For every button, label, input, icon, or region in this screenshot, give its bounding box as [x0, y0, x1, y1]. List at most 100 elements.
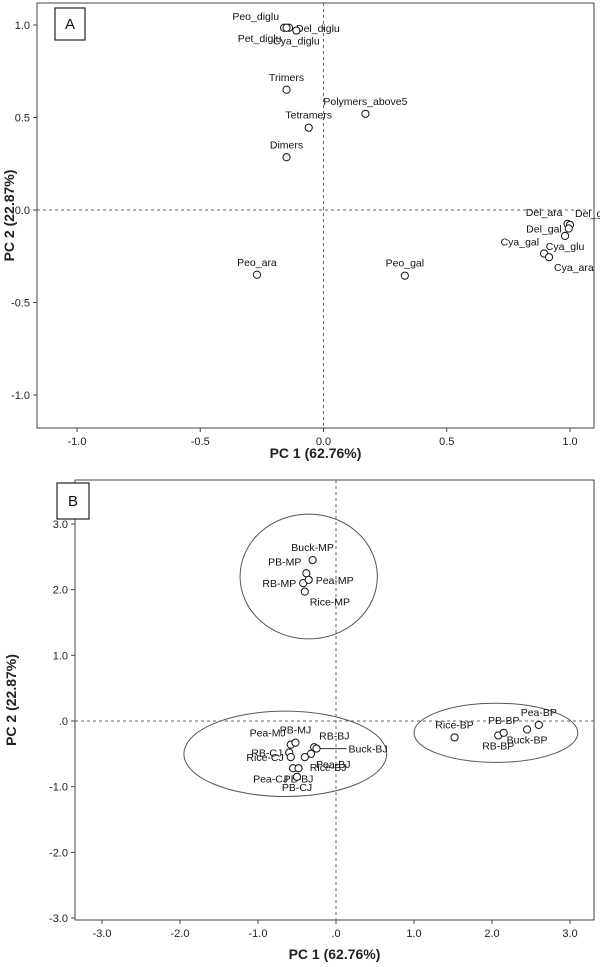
x-tick-label: -0.5 — [191, 436, 210, 448]
cluster-ellipse-bp — [413, 702, 579, 763]
y-axis-title: PC 2 (22.87%) — [1, 170, 17, 262]
point-peo-ara — [252, 270, 262, 279]
point-label-tetramers: Tetramers — [285, 110, 332, 122]
point-rice-bp — [450, 733, 459, 742]
point-label-rice-mp: Rice-MP — [310, 597, 350, 609]
point-label-pea-bj: Pea-BJ — [316, 759, 350, 771]
point-label-del-gal: Del_gal — [526, 224, 562, 236]
point-label-cya-gal: Cya_gal — [501, 236, 540, 248]
y-tick-label: 2.0 — [53, 585, 68, 597]
x-tick-label: 1.0 — [406, 928, 421, 940]
point-cya-ara — [544, 253, 554, 262]
point-pet-diglu — [282, 23, 291, 32]
point-label-rice-bj: Rice-BJ — [310, 762, 347, 774]
point-label-rice-bp: Rice-BP — [435, 719, 474, 731]
point-label-pb-bp: PB-BP — [488, 715, 520, 727]
point-label-pb-mj: PB-MJ — [280, 725, 312, 737]
x-tick-label: -2.0 — [171, 928, 190, 940]
point-label-del-diglu: Del_diglu — [296, 23, 340, 35]
point-label-peo-ara: Peo_ara — [237, 257, 277, 269]
panel-letter: A — [65, 16, 75, 33]
cluster-ellipse-mp — [239, 513, 378, 640]
y-tick-label: 1.0 — [15, 20, 30, 32]
y-axis-title: PC 2 (22.87%) — [3, 654, 19, 746]
point-peo-gal — [400, 271, 409, 280]
point-label-buck-bp: Buck-BP — [507, 735, 548, 747]
point-tetramers — [304, 123, 313, 132]
point-rice-bj — [300, 753, 309, 762]
point-label-cya-ara: Cya_ara — [554, 262, 594, 274]
point-label-peo-diglu: Peo_diglu — [232, 11, 279, 23]
panel-letter-box — [56, 482, 90, 520]
point-pb-bp — [499, 728, 508, 737]
point-pb-bj — [294, 764, 303, 773]
point-label-pea-bp: Pea-BP — [521, 707, 557, 719]
point-polymers-above5 — [361, 109, 370, 118]
point-label-dimers: Dimers — [270, 139, 303, 151]
point-label-del-glu: Del_glu — [575, 208, 600, 220]
point-trimers — [282, 85, 291, 94]
point-buck-mp — [308, 556, 317, 565]
y-tick-label: .0 — [59, 716, 68, 728]
point-buck-bp — [523, 725, 532, 734]
point-del-gal — [564, 224, 573, 233]
x-tick-label: -1.0 — [249, 928, 268, 940]
y-tick-label: 1.0 — [53, 650, 68, 662]
point-label-cya-diglu: Cya_diglu — [273, 36, 320, 48]
point-label-rice-cj: Rice-CJ — [246, 752, 283, 764]
point-dimers — [282, 153, 291, 162]
point-rice-cj — [286, 753, 295, 762]
point-cya-glu — [560, 231, 570, 240]
x-tick-label: -1.0 — [68, 436, 87, 448]
plot-frame — [36, 2, 595, 429]
x-axis-title: PC 1 (62.76%) — [289, 946, 381, 962]
y-tick-label: 3.0 — [53, 519, 68, 531]
point-label-del-ara: Del_ara — [526, 207, 563, 219]
y-tick-label: -1.0 — [11, 390, 30, 402]
y-tick-label: -3.0 — [49, 913, 68, 925]
y-tick-label: -1.0 — [49, 782, 68, 794]
point-label-pb-cj: PB-CJ — [282, 782, 312, 794]
x-tick-label: 0.5 — [439, 436, 454, 448]
point-pea-bp — [534, 720, 543, 730]
y-tick-label: -0.5 — [11, 298, 30, 310]
x-tick-label: 1.0 — [562, 436, 577, 448]
cluster-ellipse-bj-cj-mj — [183, 710, 388, 798]
panel-b: B -3.0 -2.0 -1.0 .0 1.0 2.0 3.0 -3.0 -2.0 -1.0 .0 1.… — [3, 479, 595, 962]
point-pb-mj — [291, 738, 300, 747]
y-tick-label: 0.5 — [15, 113, 30, 125]
x-tick-label: 3.0 — [562, 928, 577, 940]
point-label-trimers: Trimers — [269, 72, 304, 84]
point-cya-diglu — [292, 26, 301, 35]
plot-frame — [74, 479, 595, 921]
panel-letter: B — [68, 493, 78, 510]
point-label-buck-bj: Buck-BJ — [349, 744, 388, 756]
point-label-buck-mp: Buck-MP — [291, 542, 334, 554]
x-tick-label: 2.0 — [484, 928, 499, 940]
point-label-rb-bp: RB-BP — [482, 740, 514, 752]
point-label-cya-glu: Cya_glu — [546, 241, 585, 253]
point-label-rb-bj: RB-BJ — [319, 730, 349, 742]
x-tick-label: .0 — [331, 928, 340, 940]
x-axis-title: PC 1 (62.76%) — [270, 445, 362, 461]
y-tick-label: 0.0 — [15, 205, 30, 217]
panel-a: A -1.0 -0.5 0.0 0.5 1.0 -1.0 -0.5 0.0 0.5 1.0 PC 1 … — [1, 2, 600, 461]
point-label-rb-cj: RB-CJ — [251, 748, 282, 760]
y-tick-label: -2.0 — [49, 847, 68, 859]
point-pea-bj — [306, 749, 316, 758]
point-label-rb-mp: RB-MP — [262, 578, 296, 590]
point-label-polymers-above5: Polymers_above5 — [323, 96, 407, 108]
point-pb-cj — [292, 772, 302, 781]
x-tick-label: -3.0 — [93, 928, 112, 940]
point-pea-mp — [304, 575, 313, 584]
point-label-pea-mp: Pea-MP — [316, 575, 354, 587]
point-label-pet-diglu: Pet_diglu — [238, 33, 282, 45]
panel-letter-box — [54, 7, 86, 41]
point-label-pb-mp: PB-MP — [268, 556, 301, 568]
point-label-pea-cj: Pea-CJ — [253, 773, 288, 785]
point-rice-mp — [300, 587, 309, 596]
point-label-pea-mj: Pea-MJ — [250, 728, 286, 740]
x-tick-label: 0.0 — [316, 436, 331, 448]
point-buck-bj — [312, 744, 321, 753]
